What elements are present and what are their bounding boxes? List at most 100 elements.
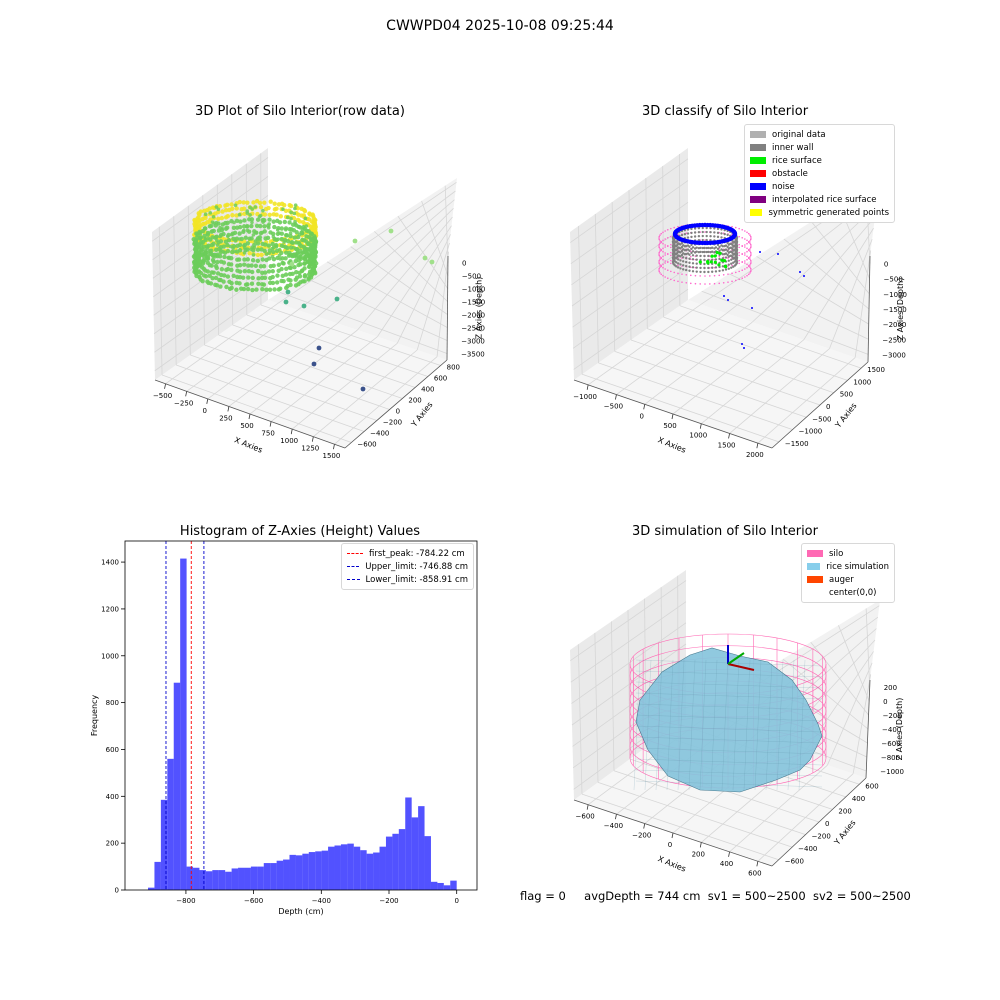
p2-wall-point bbox=[731, 251, 734, 255]
p2-noise-stray bbox=[803, 275, 805, 277]
p2-pane-right bbox=[688, 178, 880, 362]
p1-point bbox=[294, 230, 299, 235]
p2-wall-point bbox=[701, 246, 704, 250]
p2-wall-point bbox=[726, 253, 729, 257]
p2-noise-stray bbox=[759, 251, 761, 253]
p4-mesh-line bbox=[633, 659, 641, 791]
p1-point bbox=[266, 269, 272, 274]
p1-point bbox=[225, 234, 230, 238]
p1-point bbox=[258, 213, 263, 218]
p3-bar bbox=[405, 797, 412, 890]
p3-y-label: Frequency bbox=[90, 695, 99, 737]
p2-wall-point bbox=[705, 230, 708, 234]
p4-z-tick-label: −600 bbox=[881, 740, 900, 748]
p1-x-tick-label: 1500 bbox=[323, 452, 341, 460]
p1-x-tick-label: 250 bbox=[219, 414, 232, 422]
p1-point bbox=[284, 285, 289, 291]
p1-point bbox=[194, 238, 199, 243]
p1-point bbox=[207, 206, 212, 211]
p4-auger-y bbox=[727, 652, 745, 665]
p2-interp-point bbox=[659, 242, 661, 244]
p2-wall-point bbox=[701, 250, 704, 254]
p1-axis-x bbox=[154, 379, 346, 449]
p2-pane-left bbox=[570, 148, 688, 380]
p1-point bbox=[205, 230, 211, 236]
p1-point bbox=[237, 199, 242, 205]
p1-point bbox=[254, 287, 259, 292]
p2-wall-point bbox=[693, 227, 697, 230]
p1-point bbox=[214, 205, 219, 209]
p2-wall-point bbox=[676, 247, 679, 251]
p1-point bbox=[230, 206, 235, 212]
p4-mesh-line bbox=[635, 681, 823, 689]
p1-point bbox=[281, 244, 286, 249]
p4-x-label: X Axies bbox=[656, 854, 687, 873]
p1-point bbox=[242, 218, 247, 223]
p1-point bbox=[304, 224, 309, 228]
p4-mesh-line bbox=[666, 659, 674, 791]
p2-interp-point bbox=[658, 237, 660, 239]
p1-point bbox=[206, 236, 211, 241]
p4-axis-z bbox=[865, 679, 871, 779]
p2-z-tick-label: −2500 bbox=[882, 336, 906, 344]
p2-wall-point bbox=[709, 234, 712, 238]
p1-point bbox=[284, 233, 290, 238]
p2-interp-point bbox=[749, 243, 752, 246]
p2-legend-item: rice surface bbox=[750, 154, 889, 167]
p3-bar bbox=[373, 852, 380, 890]
p2-wall-point bbox=[720, 236, 723, 239]
p2-interp-point bbox=[658, 267, 661, 270]
p1-point bbox=[235, 257, 240, 262]
p2-interp-point bbox=[731, 225, 733, 228]
p2-interp-point bbox=[704, 275, 706, 277]
p1-point bbox=[225, 220, 230, 226]
p1-point bbox=[279, 278, 284, 284]
p1-grid-z-right bbox=[444, 185, 449, 263]
p1-point bbox=[282, 240, 286, 244]
p1-point bbox=[213, 263, 219, 269]
p1-point bbox=[293, 206, 297, 211]
p3-bar bbox=[340, 844, 348, 890]
p1-grid-x bbox=[228, 323, 338, 407]
p2-y-tick-label: 1500 bbox=[867, 366, 885, 374]
p1-z-label: Z Axies (Depth) bbox=[475, 277, 484, 340]
p3-bar bbox=[212, 870, 219, 890]
p4-x-tick-label: −400 bbox=[604, 822, 623, 830]
p2-wall-point bbox=[695, 258, 698, 261]
p1-point bbox=[228, 244, 233, 249]
p3-y-tick-label: 1000 bbox=[101, 652, 119, 660]
p2-wall-point bbox=[718, 269, 721, 273]
p2-wall-point bbox=[720, 228, 723, 231]
p2-wall-point bbox=[726, 233, 729, 237]
p2-interp-point bbox=[664, 238, 666, 240]
p2-interp-point bbox=[741, 228, 744, 231]
legend-swatch bbox=[750, 157, 766, 164]
p2-interp-point bbox=[658, 245, 660, 247]
p2-z-tick-label: 0 bbox=[884, 261, 888, 269]
p2-noise-stray bbox=[799, 271, 801, 273]
p2-interp-point bbox=[659, 234, 661, 236]
p2-wall-point bbox=[691, 258, 695, 261]
p2-interp-point bbox=[747, 273, 750, 276]
p2-wall-point bbox=[691, 246, 695, 249]
p2-wall-point bbox=[684, 268, 688, 272]
p2-interp-point bbox=[727, 273, 729, 275]
p2-interp-point bbox=[746, 239, 748, 242]
p1-point bbox=[290, 241, 295, 246]
p1-point bbox=[203, 226, 208, 231]
p1-stray-point bbox=[334, 296, 340, 302]
p2-interp-point bbox=[749, 246, 752, 249]
p1-point bbox=[278, 257, 283, 261]
p1-point bbox=[235, 274, 240, 280]
p2-wall-point bbox=[680, 253, 684, 257]
p1-point bbox=[306, 264, 312, 270]
p2-grid-z-left bbox=[571, 201, 689, 286]
p1-point bbox=[302, 248, 307, 252]
p4-mesh-line bbox=[635, 692, 823, 700]
legend-swatch bbox=[807, 563, 821, 570]
p1-grid-x-wall bbox=[416, 242, 450, 351]
p3-bar bbox=[186, 866, 194, 890]
p1-point bbox=[248, 213, 252, 217]
p1-point bbox=[255, 241, 261, 246]
p1-point bbox=[264, 257, 269, 263]
